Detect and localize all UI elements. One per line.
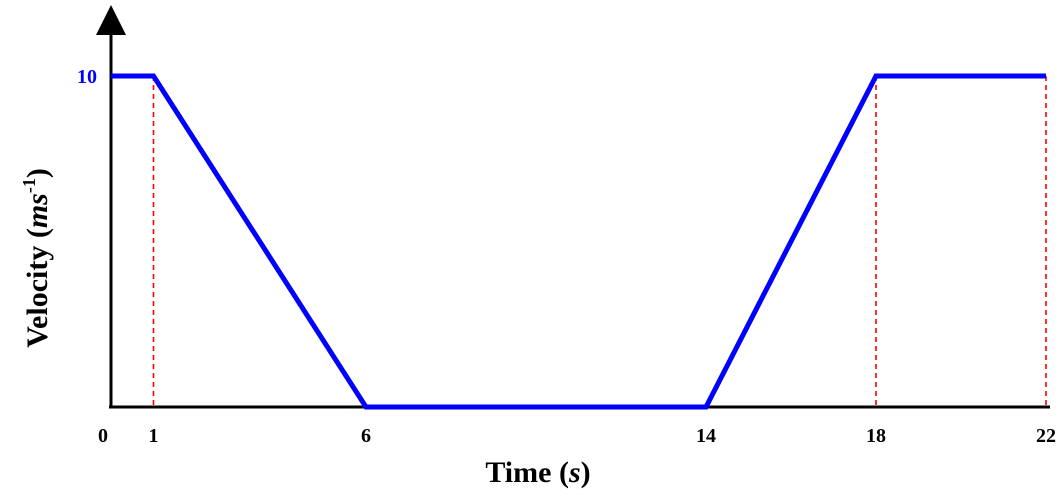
x-tick-labels: 0 1 6 14 18 22 xyxy=(98,425,1056,447)
guide-lines xyxy=(152,76,1047,407)
x-tick-label: 18 xyxy=(866,425,886,447)
y-tick-label: 10 xyxy=(77,66,97,88)
x-tick-label: 22 xyxy=(1036,425,1056,447)
x-axis-title: Time (s) xyxy=(485,456,590,489)
x-tick-label: 1 xyxy=(149,425,159,447)
x-tick-label: 6 xyxy=(361,425,371,447)
x-tick-label: 0 xyxy=(98,425,108,447)
velocity-line xyxy=(111,73,1046,410)
y-tick-labels: 10 xyxy=(77,66,97,88)
y-axis-title: Velocity (ms-1) xyxy=(19,168,54,348)
x-tick-label: 14 xyxy=(696,425,716,447)
